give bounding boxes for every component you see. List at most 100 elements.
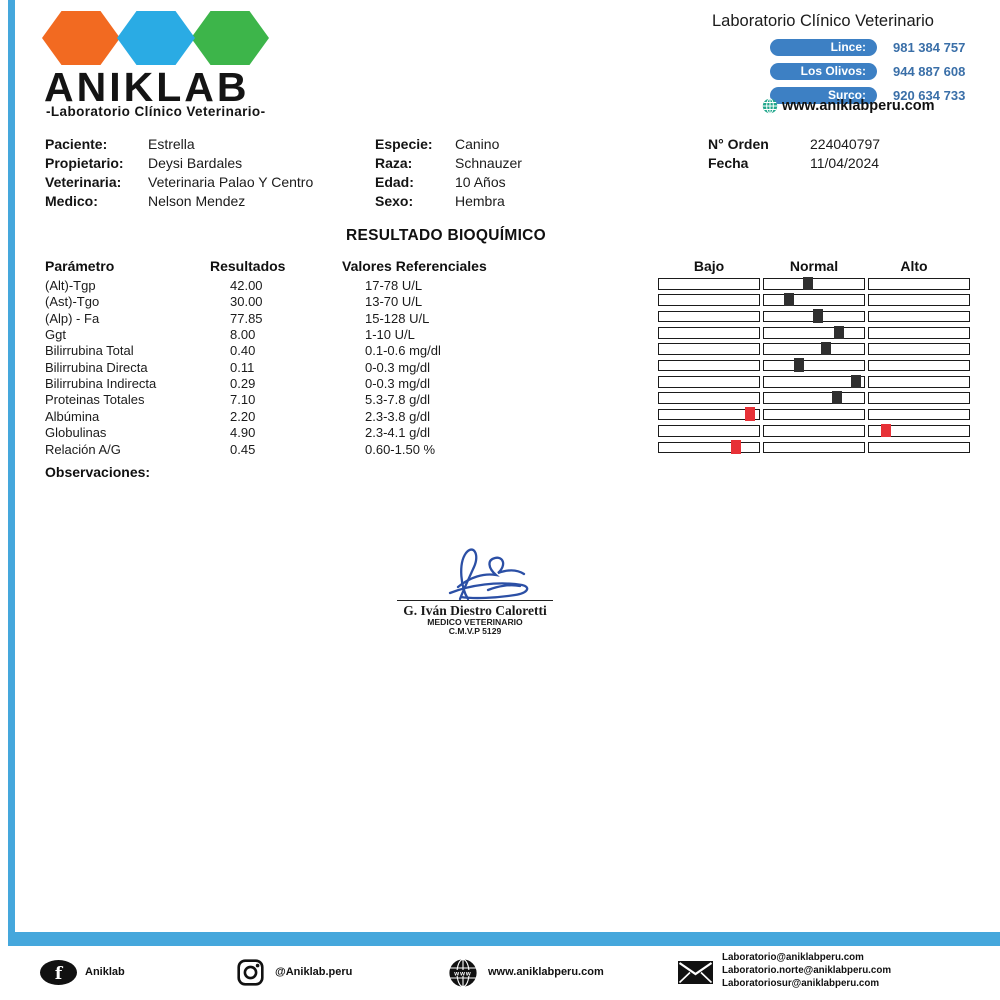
observations-label: Observaciones: — [45, 464, 151, 480]
email-list: Laboratorio@aniklabperu.com Laboratorio.… — [722, 951, 891, 990]
range-box-normal — [763, 341, 865, 356]
result-marker — [821, 341, 832, 356]
range-box-bajo — [658, 294, 760, 306]
range-box-alto — [868, 408, 970, 421]
veterinarian-name: G. Iván Diestro Caloretti — [403, 603, 547, 618]
result-marker — [802, 276, 813, 290]
table-row: Bilirrubina Indirecta 0.29 0-0.3 mg/dl — [0, 374, 1000, 392]
frame-left-bar — [8, 0, 15, 939]
range-box-alto — [868, 343, 970, 355]
field-label: Raza: — [375, 155, 413, 171]
logo-hexagon-blue — [117, 11, 195, 65]
range-box-bajo — [658, 392, 760, 404]
field-value: Veterinaria Palao Y Centro — [148, 174, 314, 190]
signature-scribble — [428, 546, 548, 607]
reference-range: 2.3-4.1 g/dl — [365, 425, 431, 441]
order-number-value: 224040797 — [810, 136, 881, 152]
location-pill-los-olivos: Los Olivos: — [770, 63, 877, 80]
result-marker — [880, 423, 891, 438]
result-marker — [783, 292, 794, 307]
table-row: Relación A/G 0.45 0.60-1.50 % — [0, 440, 1000, 457]
email-icon — [678, 961, 713, 989]
range-box-alto — [868, 327, 970, 339]
range-box-normal — [763, 309, 865, 323]
range-box-bajo — [658, 440, 760, 454]
parameter-name: Bilirrubina Indirecta — [45, 376, 157, 392]
field-label: Paciente: — [45, 136, 108, 152]
field-label: Veterinaria: — [45, 174, 122, 190]
range-box-bajo — [658, 343, 760, 355]
column-header-referenciales: Valores Referenciales — [342, 258, 487, 274]
logo-hexagon-green — [191, 11, 269, 65]
reference-range: 0-0.3 mg/dl — [365, 359, 431, 375]
field-label: Medico: — [45, 193, 98, 209]
result-value: 7.10 — [230, 392, 256, 408]
parameter-name: (Alt)-Tgp — [45, 278, 96, 293]
table-row: Globulinas 4.90 2.3-4.1 g/dl — [0, 423, 1000, 441]
reference-range: 0.1-0.6 mg/dl — [365, 343, 441, 359]
reference-range: 2.3-3.8 g/dl — [365, 408, 431, 424]
footer-website: www.aniklabperu.com — [488, 966, 604, 978]
result-marker — [832, 390, 843, 405]
range-box-normal — [763, 374, 865, 389]
header-website: www.aniklabperu.com — [782, 98, 935, 114]
range-box-bajo — [658, 425, 760, 437]
range-box-bajo — [658, 407, 760, 421]
field-value: Hembra — [455, 193, 505, 209]
range-box-bajo — [658, 359, 760, 372]
signature-line — [397, 600, 553, 601]
field-value: Schnauzer — [455, 155, 522, 171]
svg-text:www: www — [453, 970, 471, 977]
parameter-name: Ggt — [45, 327, 66, 343]
column-header-bajo: Bajo — [693, 258, 725, 274]
globe-icon — [762, 98, 778, 119]
parameter-name: Bilirrubina Total — [45, 343, 134, 359]
reference-range: 13-70 U/L — [365, 294, 423, 310]
logo-title: ANIKLAB — [44, 64, 250, 110]
reference-range: 1-10 U/L — [365, 327, 415, 343]
parameter-name: Proteinas Totales — [45, 392, 145, 408]
range-box-bajo — [658, 278, 760, 290]
result-marker — [745, 407, 756, 421]
range-box-alto — [868, 359, 970, 372]
facebook-icon: f — [40, 960, 77, 990]
email-address: Laboratorio.norte@aniklabperu.com — [722, 965, 892, 976]
veterinarian-registration: C.M.V.P 5129 — [448, 626, 502, 636]
column-header-normal: Normal — [789, 258, 839, 274]
result-value: 8.00 — [230, 327, 256, 343]
range-box-alto — [868, 278, 970, 290]
result-marker — [731, 440, 742, 454]
location-pill-surco: Surco: — [770, 87, 877, 104]
range-box-alto — [868, 310, 970, 323]
frame-bottom-bar — [8, 932, 1000, 946]
table-row: Albúmina 2.20 2.3-3.8 g/dl — [0, 407, 1000, 424]
phone-surco: 920 634 733 — [893, 88, 966, 103]
column-header-resultados: Resultados — [210, 258, 286, 274]
range-box-alto — [868, 423, 970, 438]
parameter-name: Bilirrubina Directa — [45, 359, 148, 375]
instagram-icon — [237, 959, 264, 991]
range-box-normal — [763, 358, 865, 372]
field-label: Propietario: — [45, 155, 124, 171]
column-header-parametro: Parámetro — [45, 258, 115, 274]
table-row: (Ast)-Tgo 30.00 13-70 U/L — [0, 292, 1000, 310]
parameter-name: Globulinas — [45, 425, 107, 441]
veterinarian-role: MEDICO VETERINARIO — [427, 617, 523, 627]
logo-hexagon-orange — [42, 11, 120, 65]
parameter-name: (Ast)-Tgo — [45, 294, 100, 310]
field-value: Deysi Bardales — [148, 155, 243, 171]
table-row: (Alp) - Fa 77.85 15-128 U/L — [0, 309, 1000, 326]
range-box-bajo — [658, 310, 760, 323]
instagram-handle: @Aniklab.peru — [275, 966, 353, 978]
result-value: 0.11 — [230, 359, 255, 375]
range-box-normal — [763, 292, 865, 307]
range-box-bajo — [658, 327, 760, 339]
date-value: 11/04/2024 — [810, 155, 880, 171]
parameter-name: (Alp) - Fa — [45, 310, 100, 326]
phone-los-olivos: 944 887 608 — [893, 64, 966, 79]
field-value: Estrella — [148, 136, 195, 152]
order-number-label: N° Orden — [708, 136, 769, 152]
parameter-name: Albúmina — [45, 408, 100, 424]
result-value: 0.40 — [230, 343, 256, 359]
field-value: Canino — [455, 136, 500, 152]
